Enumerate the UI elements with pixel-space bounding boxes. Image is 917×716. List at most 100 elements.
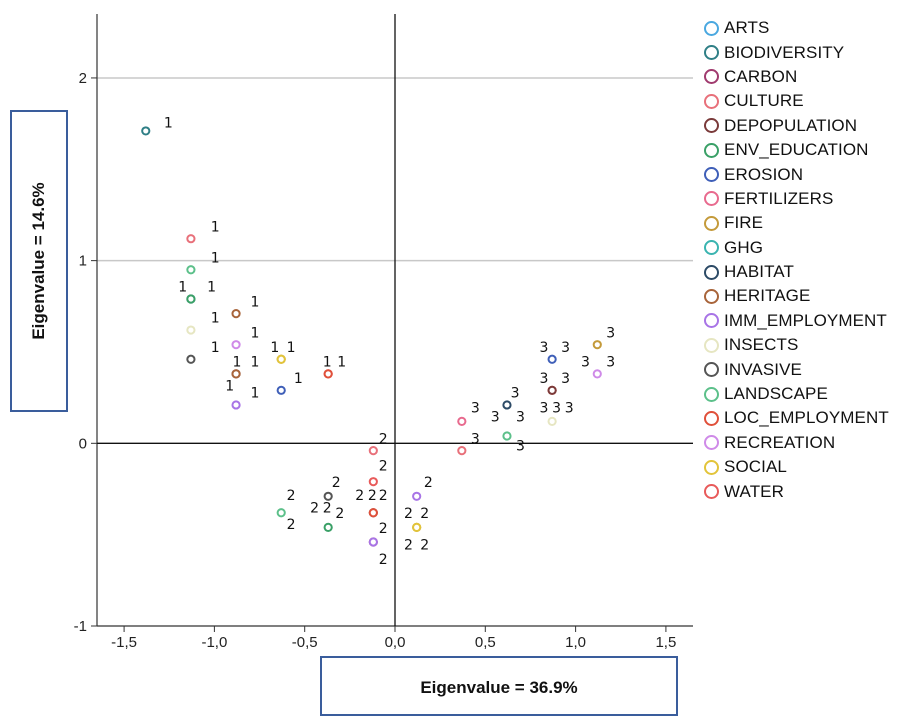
legend-label: FIRE — [724, 213, 764, 233]
point-label: 1 — [207, 280, 216, 296]
legend-marker-icon — [704, 288, 719, 304]
point-label: 1 — [287, 340, 296, 356]
point-label: 1 — [211, 219, 220, 235]
legend-marker-icon — [704, 69, 719, 85]
point-label: 2 — [310, 501, 319, 517]
data-point — [547, 385, 557, 395]
axis-layer — [96, 14, 693, 627]
point-label: 2 — [420, 506, 429, 522]
x-axis-label-box: Eigenvalue = 36.9% — [320, 656, 678, 716]
legend-item: ARTS — [704, 16, 914, 40]
point-label: 3 — [552, 400, 561, 416]
legend-label: LANDSCAPE — [724, 384, 828, 404]
legend-marker-icon — [704, 191, 719, 207]
point-label: 2 — [335, 506, 344, 522]
point-label: 1 — [211, 311, 220, 327]
data-point — [323, 369, 333, 379]
legend-marker-icon — [704, 435, 719, 451]
point-label: 3 — [561, 371, 570, 387]
legend-label: EROSION — [724, 164, 804, 184]
legend-item: FIRE — [704, 211, 914, 235]
point-label: 3 — [491, 409, 500, 425]
point-label: 2 — [379, 431, 388, 447]
data-point — [186, 265, 196, 275]
legend-label: CARBON — [724, 66, 798, 86]
legend-label: WATER — [724, 481, 784, 501]
point-label: 1 — [323, 355, 332, 371]
x-tick-label: 0,5 — [475, 634, 496, 651]
legend-label: IMM_EMPLOYMENT — [724, 310, 887, 330]
data-point — [276, 508, 286, 518]
y-tick-label: 0 — [79, 435, 87, 452]
data-point — [141, 126, 151, 136]
point-label: 2 — [379, 459, 388, 475]
legend-item: HERITAGE — [704, 284, 914, 308]
data-point — [592, 340, 602, 350]
point-label: 3 — [561, 340, 570, 356]
data-point — [412, 491, 422, 501]
point-label: 1 — [164, 115, 173, 131]
x-tick-label: 1,5 — [655, 634, 676, 651]
data-point — [502, 431, 512, 441]
data-point — [186, 294, 196, 304]
data-point — [323, 491, 333, 501]
legend-item: CULTURE — [704, 89, 914, 113]
point-label: 1 — [232, 355, 241, 371]
legend-label: FERTILIZERS — [724, 188, 834, 208]
point-label: 3 — [471, 431, 480, 447]
legend-marker-icon — [704, 142, 719, 158]
x-tick-label: -1,0 — [201, 634, 227, 651]
legend-label: GHG — [724, 237, 764, 257]
legend-marker-icon — [704, 459, 719, 475]
point-label: 2 — [379, 488, 388, 504]
x-tick-label: -1,5 — [111, 634, 137, 651]
point-label: 1 — [337, 355, 346, 371]
legend-marker-icon — [704, 362, 719, 378]
legend-item: ENV_EDUCATION — [704, 138, 914, 162]
legend-label: RECREATION — [724, 432, 836, 452]
legend-marker-icon — [704, 264, 719, 280]
legend-marker-icon — [704, 45, 719, 61]
legend-marker-icon — [704, 386, 719, 402]
legend-item: GHG — [704, 236, 914, 260]
data-point — [276, 354, 286, 364]
point-label: 2 — [287, 488, 296, 504]
legend-marker-icon — [704, 167, 719, 183]
legend: ARTS BIODIVERSITY CARBON CULTURE DEPOPULATIO… — [704, 16, 914, 504]
legend-item: INSECTS — [704, 333, 914, 357]
legend-item: RECREATION — [704, 431, 914, 455]
point-label: 1 — [294, 371, 303, 387]
tick-layer: -1,5 -1,0 -0,5 0,0 0,5 1,0 1,5 -1 0 1 2 — [74, 70, 677, 651]
legend-marker-icon — [704, 93, 719, 109]
data-point — [547, 354, 557, 364]
point-label: 1 — [251, 294, 260, 310]
legend-item: EROSION — [704, 162, 914, 186]
legend-item: LOC_EMPLOYMENT — [704, 406, 914, 430]
point-label: 2 — [404, 537, 413, 553]
data-point — [368, 508, 378, 518]
point-label: 3 — [581, 355, 590, 371]
data-point — [231, 340, 241, 350]
point-label: 3 — [471, 400, 480, 416]
legend-marker-icon — [704, 118, 719, 134]
legend-item: DEPOPULATION — [704, 114, 914, 138]
data-point — [186, 325, 196, 335]
legend-label: SOCIAL — [724, 457, 787, 477]
y-axis-label: Eigenvalue = 14.6% — [29, 182, 48, 340]
data-point — [368, 446, 378, 456]
legend-label: HERITAGE — [724, 286, 811, 306]
legend-marker-icon — [704, 410, 719, 426]
point-label: 1 — [211, 250, 220, 266]
legend-label: HABITAT — [724, 262, 794, 282]
point-label: 1 — [211, 340, 220, 356]
data-point — [231, 309, 241, 319]
legend-item: HABITAT — [704, 260, 914, 284]
data-point — [186, 234, 196, 244]
legend-item: CARBON — [704, 65, 914, 89]
point-label: 1 — [251, 355, 260, 371]
point-label: 2 — [420, 537, 429, 553]
data-point — [412, 522, 422, 532]
point-label: 2 — [355, 488, 364, 504]
point-layer — [141, 126, 602, 547]
